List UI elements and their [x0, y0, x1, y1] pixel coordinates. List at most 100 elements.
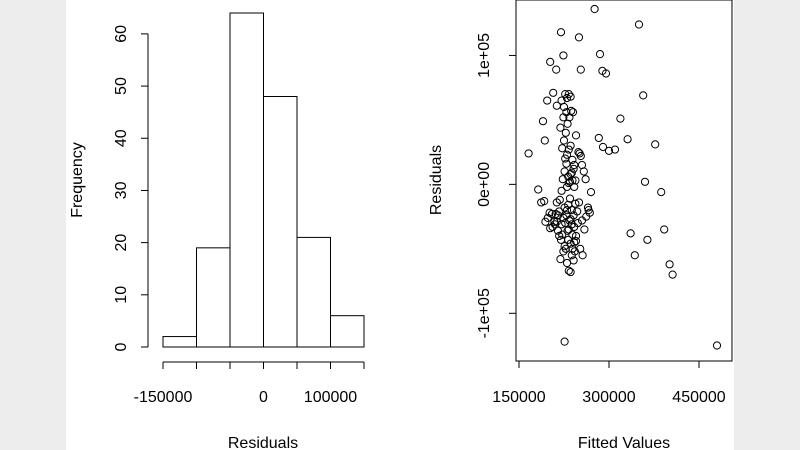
- scatter-point: [639, 91, 648, 100]
- scatter-point: [594, 133, 603, 143]
- scatter-y-tick-label: -1e+05: [476, 288, 493, 338]
- scatter-point: [524, 149, 533, 158]
- scatter-point: [561, 128, 570, 137]
- histogram-y-tick-label: 40: [113, 129, 130, 147]
- scatter-y-axis: -1e+05 0e+00 1e+05: [476, 33, 516, 338]
- scatter-point: [590, 4, 599, 14]
- scatter-point: [601, 69, 611, 78]
- histogram-bar: [330, 315, 365, 348]
- scatter-x-tick-label: 450000: [672, 389, 725, 406]
- scatter-point: [562, 206, 572, 215]
- scatter-point: [561, 218, 570, 228]
- scatter-point: [581, 175, 590, 184]
- scatter-point: [570, 160, 579, 170]
- scatter-point: [598, 142, 608, 152]
- scatter-point: [559, 102, 569, 112]
- scatter-point: [556, 123, 565, 132]
- scatter-point: [570, 247, 579, 256]
- scatter-point: [540, 136, 549, 145]
- scatter-y-tick-label: 0e+00: [476, 162, 493, 207]
- scatter-point: [557, 186, 566, 195]
- scatter-point: [548, 222, 557, 232]
- scatter-point: [623, 135, 632, 144]
- scatter-point: [665, 260, 674, 269]
- scatter-x-label: Fitted Values: [578, 435, 670, 450]
- scatter-point: [630, 251, 639, 260]
- histogram-y-tick-label: 20: [113, 234, 130, 252]
- histogram-x-tick-label: -150000: [134, 389, 193, 406]
- left-margin-shade: [0, 0, 66, 450]
- scatter-point: [573, 218, 582, 228]
- scatter-point: [616, 114, 625, 123]
- scatter-point: [564, 90, 573, 99]
- scatter-point: [566, 141, 575, 150]
- histogram-panel: -150000 0 100000 0 10 20 30 40 50 60 Residuals F…: [69, 12, 365, 450]
- scatter-point: [584, 206, 593, 215]
- scatter-point: [573, 207, 582, 216]
- scatter-point: [541, 217, 550, 226]
- scatter-point: [538, 117, 548, 126]
- histogram-y-tick-label: 60: [113, 25, 130, 43]
- scatter-point: [564, 266, 573, 275]
- scatter-point: [566, 267, 575, 277]
- scatter-point: [566, 215, 575, 224]
- scatter-point: [566, 239, 575, 248]
- scatter-point: [562, 159, 571, 168]
- scatter-x-tick-label: 150000: [492, 389, 545, 406]
- scatter-point: [668, 270, 677, 279]
- scatter-point: [567, 168, 576, 177]
- scatter-point: [568, 244, 577, 253]
- scatter-point: [552, 198, 561, 207]
- scatter-point: [643, 235, 652, 244]
- histogram-bar: [196, 247, 231, 348]
- scatter-point: [549, 88, 558, 97]
- histogram-y-label: Frequency: [69, 142, 86, 218]
- scatter-point: [566, 92, 575, 101]
- scatter-x-tick-label: 300000: [582, 389, 635, 406]
- scatter-point: [558, 144, 567, 153]
- scatter-point: [562, 150, 572, 159]
- scatter-point: [546, 57, 555, 66]
- scatter-point: [562, 93, 572, 103]
- scatter-points: [524, 4, 722, 350]
- scatter-point: [640, 177, 650, 186]
- histogram-bar: [296, 236, 331, 348]
- scatter-point: [569, 256, 578, 265]
- scatter-point: [651, 140, 660, 149]
- scatter-point: [567, 206, 576, 215]
- scatter-point: [558, 175, 567, 184]
- scatter-point: [567, 106, 576, 115]
- scatter-point: [575, 149, 584, 158]
- scatter-point: [556, 255, 565, 264]
- scatter-point: [560, 337, 569, 346]
- scatter-point: [534, 185, 543, 194]
- scatter-point: [570, 182, 579, 192]
- histogram-y-tick-label: 50: [113, 77, 130, 95]
- histogram-x-tick-label: 0: [259, 389, 268, 406]
- histogram-y-tick-label: 30: [113, 181, 130, 199]
- scatter-point: [577, 216, 587, 225]
- scatter-point: [595, 50, 605, 59]
- scatter-point: [712, 341, 722, 350]
- scatter-point: [626, 229, 635, 238]
- scatter-point: [556, 28, 566, 37]
- scatter-point: [557, 220, 566, 229]
- scatter-point: [553, 211, 563, 220]
- scatter-point: [552, 217, 561, 226]
- scatter-point: [559, 51, 568, 60]
- scatter-point: [579, 167, 588, 176]
- scatter-point: [574, 198, 584, 207]
- histogram-y-tick-label: 0: [113, 342, 130, 351]
- scatter-point: [580, 225, 589, 234]
- scatter-y-tick-label: 1e+05: [476, 33, 493, 78]
- scatter-point: [571, 131, 581, 140]
- scatter-point: [657, 188, 666, 197]
- scatter-point: [574, 33, 584, 42]
- scatter-point: [559, 247, 568, 256]
- histogram-x-axis: -150000 0 100000: [134, 361, 365, 406]
- scatter-point: [565, 194, 575, 203]
- right-margin-shade: [734, 0, 800, 450]
- scatter-point: [576, 65, 585, 74]
- scatter-point: [558, 230, 567, 239]
